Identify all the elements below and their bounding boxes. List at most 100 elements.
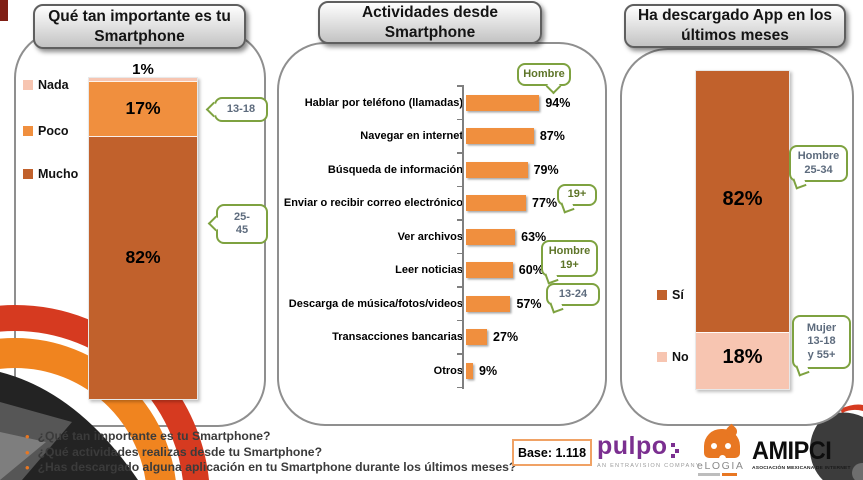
pulpo-logo-subtext: AN ENTRAVISION COMPANY	[597, 463, 701, 469]
pulpo-logo-dots-icon	[670, 443, 679, 458]
axis-tick-icon	[457, 386, 462, 388]
age-callout-13-18: 13-18	[205, 97, 268, 122]
activity-value: 77%	[532, 196, 558, 211]
activity-bar	[466, 362, 474, 379]
legend-swatch-icon	[657, 352, 667, 362]
activity-bar	[466, 195, 527, 212]
elogia-logo-text: eLOGIA	[697, 460, 745, 472]
activity-row-otros: Otros 9%	[285, 354, 603, 388]
activity-label: Búsqueda de información	[327, 163, 463, 176]
importance-stacked-bar	[88, 77, 198, 400]
activity-row-descarga-de-musica-fotos-videos: Descarga de música/fotos/videos 57%	[285, 287, 603, 321]
activity-value: 87%	[539, 129, 565, 144]
age-callout-hombre: Hombre	[517, 63, 571, 95]
pulpo-logo: pulpo AN ENTRAVISION COMPANY	[597, 432, 701, 470]
bullet-icon: •	[25, 460, 30, 475]
activity-label: Transacciones bancarias	[332, 331, 463, 344]
activity-bar	[466, 262, 513, 279]
survey-question-text: ¿Qué tan importante es tu Smartphone?	[37, 429, 271, 443]
axis-tick-icon	[457, 185, 462, 187]
activity-value: 60%	[518, 263, 544, 278]
bar-segment-nada	[89, 78, 197, 82]
legend-item-nada: Nada	[23, 78, 69, 92]
activity-bar	[466, 228, 516, 245]
activity-value: 27%	[493, 330, 519, 345]
survey-questions: • ¿Qué tan importante es tu Smartphone? • ¿…	[25, 429, 516, 476]
base-size-label: Base: 1.118	[517, 445, 587, 460]
age-callout-hombre-19: Hombre 19+	[541, 240, 598, 285]
amipci-logo: AMIPCI ASOCIACIÓN MEXICANA DE INTERNET	[752, 438, 851, 471]
axis-tick-icon	[457, 118, 462, 120]
age-callout-13-24: 13-24	[546, 283, 600, 314]
axis-tick-icon	[457, 152, 462, 154]
activity-bar	[466, 329, 488, 346]
age-callout-hombre-25-34: Hombre 25-34	[789, 145, 848, 190]
axis-tick-icon	[457, 85, 462, 87]
activity-row-transacciones-bancarias: Transacciones bancarias 27%	[285, 321, 603, 355]
activity-label: Leer noticias	[395, 264, 463, 277]
bar-segment-no	[696, 331, 789, 389]
pulpo-logo-text: pulpo	[597, 432, 668, 460]
activities-axis	[462, 85, 464, 389]
survey-question-text: ¿Qué actividades realizas desde tu Smart…	[37, 444, 323, 459]
amipci-logo-subtext: ASOCIACIÓN MEXICANA DE INTERNET	[752, 465, 851, 471]
legend-label: Nada	[38, 78, 69, 92]
panel-activities	[277, 42, 607, 426]
activity-bar	[466, 94, 540, 111]
activity-row-hablar-por-telefono-llamadas: Hablar por teléfono (llamadas) 94%	[285, 86, 603, 120]
bullet-icon: •	[25, 429, 30, 444]
activity-row-navegar-en-internet: Navegar en internet 87%	[285, 120, 603, 154]
base-size-box: Base: 1.118	[512, 439, 592, 466]
activity-bar	[466, 295, 511, 312]
activity-value: 94%	[545, 95, 571, 110]
survey-question: • ¿Qué actividades realizas desde tu Smar…	[25, 445, 516, 461]
downloads-stacked-bar	[695, 70, 790, 390]
axis-tick-icon	[457, 319, 462, 321]
legend-label: No	[672, 350, 689, 364]
elogia-tagline-decoration	[698, 473, 720, 476]
survey-question-text: ¿Has descargado alguna aplicación en tu …	[37, 460, 517, 474]
legend-swatch-icon	[657, 290, 667, 300]
title-activities: Actividades desde Smartphone	[318, 1, 542, 44]
legend-item-mucho: Mucho	[23, 167, 78, 181]
legend-swatch-icon	[23, 126, 33, 136]
legend-item-si: Sí	[657, 288, 684, 302]
bar-segment-poco	[89, 81, 197, 136]
bullet-icon: •	[25, 444, 30, 460]
title-downloads-text: Ha descargado App en los últimos meses	[637, 7, 833, 44]
age-callout-25-45: 25- 45	[207, 204, 268, 244]
legend-item-poco: Poco	[23, 124, 69, 138]
activity-label: Otros	[433, 364, 463, 377]
activity-label: Navegar en internet	[360, 130, 463, 143]
legend-label: Mucho	[38, 167, 79, 181]
age-callout-mujer-13-18-y-55: Mujer 13-18 y 55+	[792, 315, 851, 377]
activity-bar	[466, 161, 528, 178]
activity-value: 57%	[516, 296, 542, 311]
activity-row-ver-archivos: Ver archivos 63%	[285, 220, 603, 254]
title-importance: Qué tan importante es tu Smartphone	[33, 4, 246, 49]
legend-item-no: No	[657, 350, 689, 364]
legend-swatch-icon	[23, 169, 33, 179]
segment-value-no: 18%	[722, 346, 763, 368]
bar-segment-si	[696, 71, 789, 332]
activity-row-enviar-o-recibir-correo-electronico: Enviar o recibir correo electrónico 77%	[284, 187, 603, 221]
activity-bar	[466, 128, 534, 145]
activity-value: 9%	[479, 363, 498, 378]
title-downloads: Ha descargado App en los últimos meses	[624, 4, 846, 48]
survey-question: • ¿Qué tan importante es tu Smartphone?	[25, 429, 516, 445]
axis-tick-icon	[457, 353, 462, 355]
segment-value-mucho: 82%	[125, 247, 161, 267]
segment-value-nada: 1%	[132, 61, 154, 78]
survey-question: • ¿Has descargado alguna aplicación en tu…	[25, 460, 516, 476]
title-activities-text: Actividades desde Smartphone	[361, 3, 499, 41]
activity-row-busqueda-de-informacion: Búsqueda de información 79%	[285, 153, 603, 187]
legend-label: Poco	[38, 124, 69, 138]
axis-tick-icon	[457, 252, 462, 254]
elogia-tagline-accent-decoration	[722, 473, 737, 476]
red-corner-tab-decoration	[0, 0, 8, 21]
age-callout-19: 19+	[557, 184, 597, 214]
title-importance-text: Qué tan importante es tu Smartphone	[48, 7, 231, 45]
legend-swatch-icon	[23, 80, 33, 90]
segment-value-poco: 17%	[125, 98, 161, 118]
